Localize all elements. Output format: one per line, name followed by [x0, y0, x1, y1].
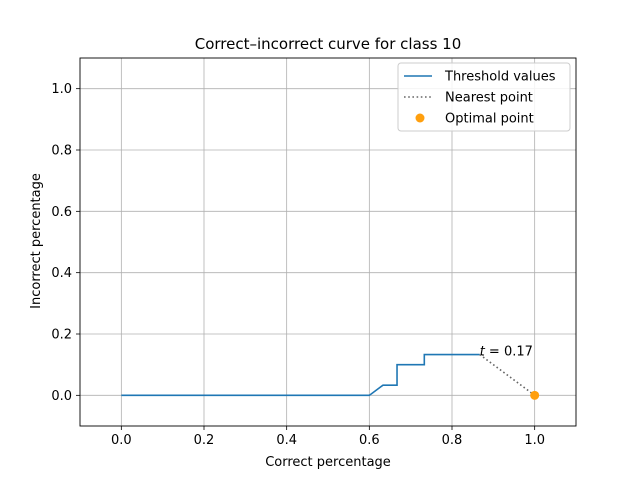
optimal-point-marker [530, 390, 540, 400]
threshold-annotation: t = 0.17 [480, 345, 533, 360]
y-axis: 0.0 0.2 0.4 0.6 0.8 1.0 [51, 82, 80, 404]
nearest-point-line [479, 353, 536, 396]
legend-label: Optimal point [445, 112, 534, 127]
y-tick-label: 0.8 [51, 144, 72, 159]
threshold-label: t = 0.17 [480, 345, 533, 360]
x-tick-label: 0.8 [442, 433, 463, 448]
legend-label: Nearest point [445, 91, 533, 106]
legend-box [397, 62, 571, 132]
y-tick-label: 1.0 [51, 82, 72, 97]
chart-title: Correct–incorrect curve for class 10 [195, 35, 462, 53]
legend-label: Threshold values [444, 70, 556, 85]
y-tick-label: 0.6 [51, 205, 72, 220]
x-tick-label: 0.0 [111, 433, 132, 448]
series-layer [121, 353, 540, 400]
plot-frame [79, 57, 577, 427]
x-tick-label: 0.6 [359, 433, 380, 448]
x-tick-label: 0.4 [276, 433, 297, 448]
grid [80, 58, 576, 426]
y-axis-label: Incorrect percentage [29, 173, 44, 309]
y-tick-label: 0.2 [51, 328, 72, 343]
y-tick-label: 0.0 [51, 389, 72, 404]
legend-marker [415, 113, 425, 123]
y-tick-label: 0.4 [51, 266, 72, 281]
legend: Threshold values Nearest point Optimal poi… [397, 62, 571, 132]
x-axis: 0.0 0.2 0.4 0.6 0.8 1.0 [111, 426, 545, 448]
x-tick-label: 0.2 [194, 433, 215, 448]
x-tick-label: 1.0 [524, 433, 545, 448]
x-axis-label: Correct percentage [265, 455, 391, 470]
threshold-values-line [121, 353, 480, 397]
